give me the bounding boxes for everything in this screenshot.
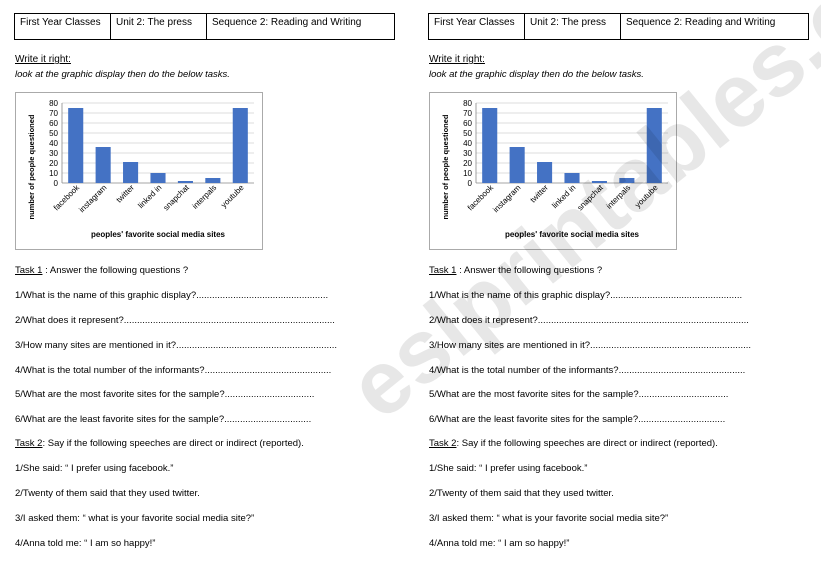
question-1: 1/What is the name of this graphic displ…	[429, 290, 743, 301]
header-sequence: Sequence 2: Reading and Writing	[626, 17, 776, 28]
sentence-2: 2/Twenty of them said that they used twi…	[429, 488, 614, 499]
question-3: 3/How many sites are mentioned in it?...…	[15, 340, 338, 351]
y-tick-label: 30	[463, 149, 472, 158]
task2-heading: Task 2: Say if the following speeches ar…	[15, 438, 304, 449]
y-tick-label: 0	[54, 179, 59, 188]
worksheet-page-right: First Year Classes Unit 2: The press Seq…	[414, 0, 814, 581]
bar-chart: 0 10 20 30 40 50 60 70 80 facebook instagram twitte…	[15, 92, 263, 250]
bar-twitter	[537, 162, 553, 183]
bar-youtube	[646, 108, 662, 183]
header-class: First Year Classes	[15, 14, 111, 39]
y-tick-label: 70	[463, 109, 472, 118]
y-axis-label: number of people questioned	[27, 114, 36, 219]
task1-label: Task 1	[15, 265, 43, 276]
task1-heading: Task 1 : Answer the following questions …	[15, 265, 188, 276]
question-4: 4/What is the total number of the inform…	[429, 365, 746, 376]
question-5: 5/What are the most favorite sites for t…	[429, 389, 729, 400]
task2-instruction: : Say if the following speeches are dire…	[42, 438, 304, 449]
y-tick-label: 80	[49, 99, 58, 108]
x-tick-label: linked in	[136, 183, 163, 210]
bar-twitter	[123, 162, 139, 183]
y-tick-label: 70	[49, 109, 58, 118]
header-class: First Year Classes	[429, 14, 525, 39]
x-tick-label: interpals	[605, 183, 633, 211]
question-3: 3/How many sites are mentioned in it?...…	[429, 340, 752, 351]
sentence-3: 3/I asked them: “ what is your favorite …	[15, 513, 255, 524]
task2-heading: Task 2: Say if the following speeches ar…	[429, 438, 718, 449]
x-tick-label: twitter	[115, 183, 137, 205]
x-axis-label: peoples' favorite social media sites	[505, 230, 640, 239]
x-tick-label: snapchat	[576, 183, 606, 213]
task1-instruction: : Answer the following questions ?	[42, 265, 189, 276]
y-tick-label: 30	[49, 149, 58, 158]
section-title: Write it right:	[15, 54, 71, 65]
x-axis-label: peoples' favorite social media sites	[91, 230, 226, 239]
task1-instruction: : Answer the following questions ?	[456, 265, 603, 276]
y-tick-label: 20	[463, 159, 472, 168]
question-6: 6/What are the least favorite sites for …	[429, 414, 726, 425]
y-tick-label: 40	[49, 139, 58, 148]
header-sequence: Sequence 2: Reading and Writing	[212, 17, 362, 28]
bar-snapchat	[591, 181, 607, 183]
header-unit: Unit 2: The press	[525, 14, 621, 39]
sentence-1: 1/She said: “ I prefer using facebook.”	[429, 463, 588, 474]
task2-instruction: : Say if the following speeches are dire…	[456, 438, 718, 449]
y-tick-label: 40	[463, 139, 472, 148]
y-tick-label: 20	[49, 159, 58, 168]
question-6: 6/What are the least favorite sites for …	[15, 414, 312, 425]
x-tick-label: interpals	[191, 183, 219, 211]
question-4: 4/What is the total number of the inform…	[15, 365, 332, 376]
x-tick-label: youtube	[633, 183, 660, 210]
y-tick-label: 0	[468, 179, 473, 188]
task1-label: Task 1	[429, 265, 457, 276]
x-tick-label: instagram	[77, 183, 108, 214]
y-tick-label: 50	[463, 129, 472, 138]
bar-interpals	[619, 178, 635, 183]
sentence-1: 1/She said: “ I prefer using facebook.”	[15, 463, 174, 474]
task2-label: Task 2	[15, 438, 43, 449]
bar-facebook	[482, 108, 498, 183]
question-5: 5/What are the most favorite sites for t…	[15, 389, 315, 400]
y-tick-label: 60	[49, 119, 58, 128]
y-tick-label: 10	[49, 169, 58, 178]
bar-snapchat	[177, 181, 193, 183]
y-tick-label: 80	[463, 99, 472, 108]
x-tick-label: instagram	[491, 183, 522, 214]
y-axis-label: number of people questioned	[441, 114, 450, 219]
bar-interpals	[205, 178, 221, 183]
bar-instagram	[509, 147, 525, 183]
question-2: 2/What does it represent?...............…	[429, 315, 749, 326]
header-unit: Unit 2: The press	[111, 14, 207, 39]
bar-youtube	[232, 108, 248, 183]
bar-chart: 0 10 20 30 40 50 60 70 80 facebook instagram twitte…	[429, 92, 677, 250]
question-2: 2/What does it represent?...............…	[15, 315, 335, 326]
sentence-4: 4/Anna told me: “ I am so happy!”	[429, 538, 570, 549]
header-table: First Year Classes Unit 2: The press Seq…	[428, 13, 809, 40]
y-tick-label: 50	[49, 129, 58, 138]
bar-facebook	[68, 108, 84, 183]
sentence-4: 4/Anna told me: “ I am so happy!”	[15, 538, 156, 549]
x-tick-label: snapchat	[162, 183, 192, 213]
question-1: 1/What is the name of this graphic displ…	[15, 290, 329, 301]
header-table: First Year Classes Unit 2: The press Seq…	[14, 13, 395, 40]
worksheet-page-left: First Year Classes Unit 2: The press Seq…	[0, 0, 400, 581]
bar-linked-in	[564, 173, 580, 183]
instruction: look at the graphic display then do the …	[15, 69, 230, 80]
instruction: look at the graphic display then do the …	[429, 69, 644, 80]
y-tick-label: 60	[463, 119, 472, 128]
section-title: Write it right:	[429, 54, 485, 65]
x-tick-label: youtube	[219, 183, 246, 210]
bar-instagram	[95, 147, 111, 183]
task2-label: Task 2	[429, 438, 457, 449]
sentence-2: 2/Twenty of them said that they used twi…	[15, 488, 200, 499]
x-tick-label: twitter	[529, 183, 551, 205]
y-tick-label: 10	[463, 169, 472, 178]
task1-heading: Task 1 : Answer the following questions …	[429, 265, 602, 276]
bar-linked-in	[150, 173, 166, 183]
x-tick-label: linked in	[550, 183, 577, 210]
sentence-3: 3/I asked them: “ what is your favorite …	[429, 513, 669, 524]
